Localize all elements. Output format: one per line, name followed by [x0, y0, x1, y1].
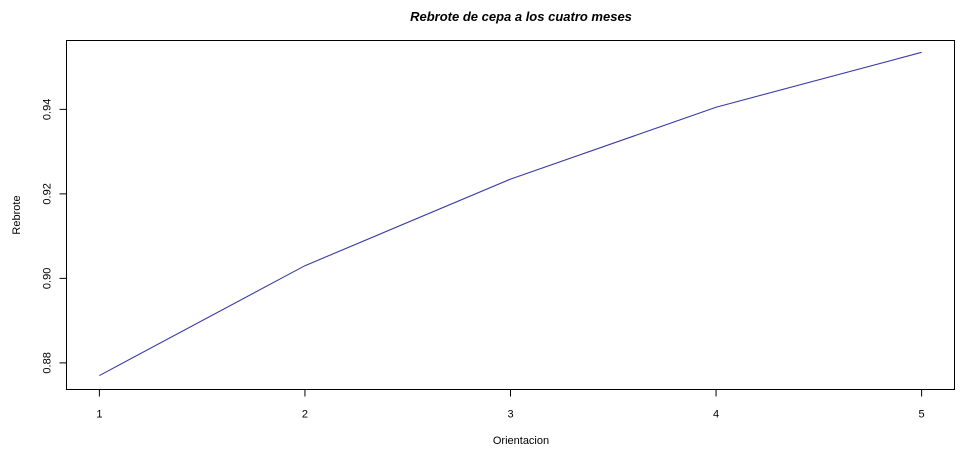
x-tick-label: 4 [713, 409, 719, 421]
y-axis: 0.88 0.90 0.92 0.94 [42, 99, 67, 374]
x-tick-label: 1 [96, 409, 102, 421]
data-point [99, 375, 100, 376]
y-tick-label: 0.92 [42, 183, 54, 204]
data-point [921, 52, 922, 53]
series-layer [99, 51, 922, 377]
y-tick-label: 0.94 [42, 99, 54, 120]
x-axis-label: Orientacion [493, 435, 549, 447]
data-point [715, 107, 716, 108]
x-tick-label: 5 [919, 409, 925, 421]
data-point [510, 178, 511, 179]
series-line [99, 51, 922, 377]
data-point [304, 265, 305, 266]
chart-title: Rebrote de cepa a los cuatro meses [410, 9, 632, 24]
plot-frame [66, 40, 955, 390]
y-axis-label: Rebrote [11, 195, 23, 234]
x-tick-label: 2 [302, 409, 308, 421]
x-axis: 1 2 3 4 5 [96, 389, 925, 421]
y-tick-label: 0.88 [42, 352, 54, 373]
x-tick-label: 3 [507, 409, 513, 421]
y-tick-label: 0.90 [42, 268, 54, 289]
